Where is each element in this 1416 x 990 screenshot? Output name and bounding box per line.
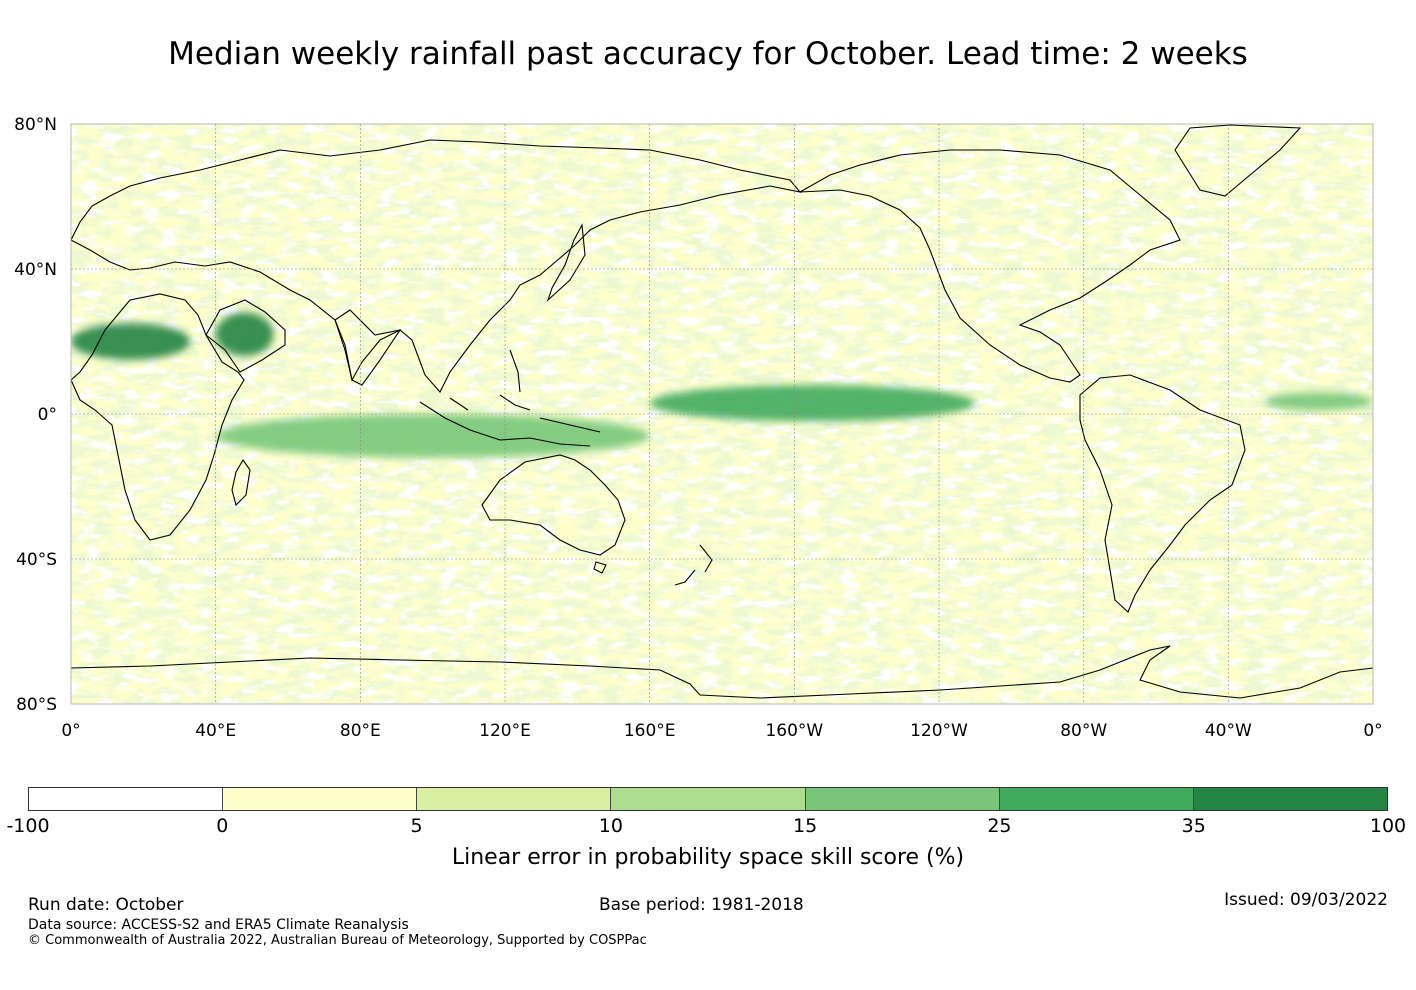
colorbar-segment [29,788,224,810]
colorbar-tick-label: 35 [1181,815,1206,837]
map-title: Median weekly rainfall past accuracy for… [168,36,1248,72]
south-america-coast [1079,374,1246,613]
latitude-labels: 80°N 40°N 0° 40°S 80°S [14,115,57,715]
africa-coast [71,293,245,541]
colorbar-tick-label: 0 [216,815,229,837]
colorbar: -100 0 5 10 15 25 35 100 [6,787,1406,837]
run-date: Run date: October [28,895,184,915]
colorbar-strip [28,787,1388,811]
copyright: © Commonwealth of Australia 2022, Austra… [28,933,647,948]
map-frame [70,123,1374,705]
eurasia-coast [71,139,802,393]
map-field [71,124,1373,704]
coastlines [71,124,1373,699]
colorbar-segment [999,788,1194,810]
new-zealand-coast [674,544,713,586]
north-america-coast [799,149,1181,383]
lat-label: 40°S [16,550,57,570]
lon-label: 0° [61,721,80,740]
colorbar-tick-label: 25 [987,815,1012,837]
colorbar-segment [611,788,806,810]
colorbar-tick-label: -100 [6,815,50,837]
lon-label: 120°E [479,721,531,740]
lat-label: 0° [38,405,57,425]
lon-label: 40°E [195,721,236,740]
tasmania-coast [593,561,607,574]
japan-coast [546,223,586,302]
maritime-islands [419,349,601,447]
colorbar-segment [1193,788,1387,810]
lon-label: 80°W [1060,721,1107,740]
colorbar-label: Linear error in probability space skill … [451,845,965,870]
lon-label: 160°W [765,721,823,740]
issued-date: Issued: 09/03/2022 [1224,890,1388,910]
australia-coast [481,454,626,556]
lon-label: 120°W [910,721,968,740]
lon-label: 160°E [624,721,676,740]
colorbar-tick-label: 5 [410,815,423,837]
lat-label: 80°N [14,115,57,135]
skill-map: 80°N 40°N 0° 40°S 80°S 0° 40°E 80°E 120°E 160°E 1… [14,115,1383,740]
arabia-coast [205,299,286,373]
lat-label: 40°N [14,260,57,280]
colorbar-segment [805,788,1000,810]
data-source: Data source: ACCESS-S2 and ERA5 Climate … [28,917,409,933]
lon-label: 80°E [340,721,381,740]
maritime-continent-band [215,414,650,458]
colorbar-tick-label: 10 [598,815,623,837]
sahara-skill-band [71,323,191,360]
base-period: Base period: 1981-2018 [599,895,804,915]
antarctica-coast [71,645,1373,699]
india-coast [334,309,402,386]
colorbar-tick-label: 100 [1369,815,1407,837]
colorbar-segment [223,788,418,810]
lon-label: 40°W [1205,721,1252,740]
skill-features [71,312,1373,458]
longitude-labels: 0° 40°E 80°E 120°E 160°E 160°W 120°W 80°W 40°W 0° [61,721,1382,740]
colorbar-segment [417,788,612,810]
colorbar-ticks: -100 0 5 10 15 25 35 100 [6,815,1406,843]
lon-label: 0° [1363,721,1382,740]
arabia-skill-patch [215,312,274,356]
lat-label: 80°S [16,695,57,715]
madagascar-coast [231,458,251,507]
atlantic-itcz-band [1264,392,1373,411]
colorbar-tick-label: 15 [793,815,818,837]
equatorial-pacific-band [649,385,976,422]
greenland-coast [1174,124,1302,197]
